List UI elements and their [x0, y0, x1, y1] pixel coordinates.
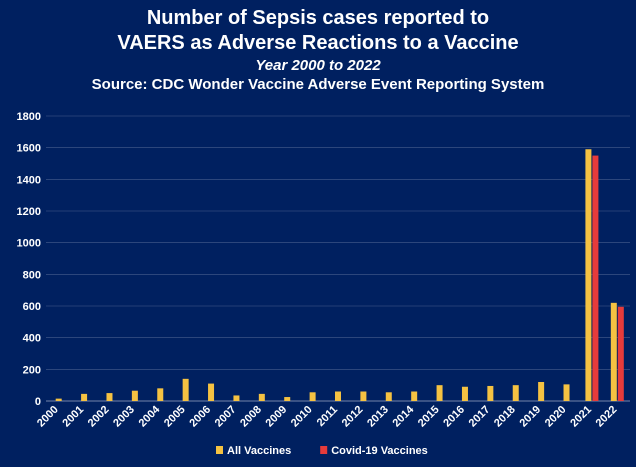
y-tick-label: 200 — [23, 364, 41, 376]
x-tick-label: 2001 — [60, 404, 86, 430]
y-tick-label: 800 — [23, 269, 41, 281]
x-tick-label: 2012 — [340, 404, 366, 430]
bar-all-vaccines — [182, 378, 189, 401]
x-tick-label: 2008 — [238, 404, 264, 430]
x-tick-label: 2004 — [137, 403, 163, 429]
x-tick-label: 2022 — [594, 404, 620, 430]
chart-titles: Number of Sepsis cases reported to VAERS… — [0, 6, 636, 95]
bar-all-vaccines — [538, 382, 545, 401]
x-tick-label: 2009 — [264, 404, 290, 430]
legend-label-covid-19-vaccines: Covid-19 Vaccines — [331, 445, 428, 457]
chart-subtitle: Year 2000 to 2022 — [255, 57, 381, 74]
legend-swatch-all-vaccines — [216, 446, 223, 454]
bar-all-vaccines — [610, 302, 617, 401]
x-tick-label: 2005 — [162, 404, 188, 430]
x-tick-label: 2013 — [365, 404, 391, 430]
x-tick-label: 2021 — [568, 404, 594, 430]
bar-all-vaccines — [106, 393, 113, 401]
bar-all-vaccines — [512, 385, 519, 401]
y-tick-label: 1400 — [17, 174, 41, 186]
bar-all-vaccines — [284, 397, 291, 401]
x-tick-label: 2020 — [543, 404, 569, 430]
x-tick-label: 2018 — [492, 404, 518, 430]
bar-all-vaccines — [309, 392, 316, 401]
x-tick-label: 2019 — [517, 404, 543, 430]
bar-all-vaccines — [436, 385, 443, 401]
bar-all-vaccines — [385, 392, 392, 401]
bar-all-vaccines — [360, 391, 367, 401]
legend-label-all-vaccines: All Vaccines — [227, 445, 291, 457]
bar-all-vaccines — [487, 385, 494, 401]
y-tick-label: 0 — [35, 396, 41, 408]
bar-all-vaccines — [411, 391, 418, 401]
bar-all-vaccines — [208, 383, 215, 401]
chart-title-line-2: VAERS as Adverse Reactions to a Vaccine — [117, 32, 519, 54]
chart-title-line-1: Number of Sepsis cases reported to — [146, 7, 490, 29]
legend-swatch-covid-19-vaccines — [320, 446, 328, 454]
x-tick-label: 2016 — [441, 404, 467, 430]
bar-all-vaccines — [157, 388, 164, 401]
bar-covid-19-vaccines — [592, 155, 599, 401]
bar-all-vaccines — [335, 391, 341, 401]
x-tick-label: 2014 — [390, 403, 416, 429]
y-tick-label: 1200 — [17, 206, 41, 218]
bar-all-vaccines — [131, 390, 138, 401]
bar-all-vaccines — [55, 398, 62, 401]
y-tick-label: 1800 — [17, 111, 41, 123]
y-tick-label: 600 — [23, 301, 41, 313]
bar-all-vaccines — [585, 149, 592, 401]
y-tick-label: 1000 — [17, 238, 41, 250]
bar-all-vaccines — [563, 384, 570, 401]
x-tick-label: 2017 — [467, 404, 493, 430]
x-tick-label: 2002 — [86, 404, 112, 430]
x-tick-label: 2011 — [315, 404, 340, 429]
bar-all-vaccines — [461, 386, 468, 401]
x-tick-label: 2003 — [111, 404, 137, 430]
bar-all-vaccines — [258, 393, 265, 401]
x-tick-label: 2010 — [289, 404, 315, 430]
bar-all-vaccines — [81, 393, 88, 401]
chart-source: Source: CDC Wonder Vaccine Adverse Event… — [91, 76, 545, 93]
y-tick-label: 400 — [23, 333, 41, 345]
bar-covid-19-vaccines — [617, 306, 624, 401]
x-tick-label: 2006 — [187, 404, 213, 430]
bar-all-vaccines — [233, 395, 240, 401]
x-tick-label: 2007 — [213, 404, 239, 430]
y-tick-label: 1600 — [17, 143, 41, 155]
x-tick-label: 2015 — [416, 404, 442, 430]
